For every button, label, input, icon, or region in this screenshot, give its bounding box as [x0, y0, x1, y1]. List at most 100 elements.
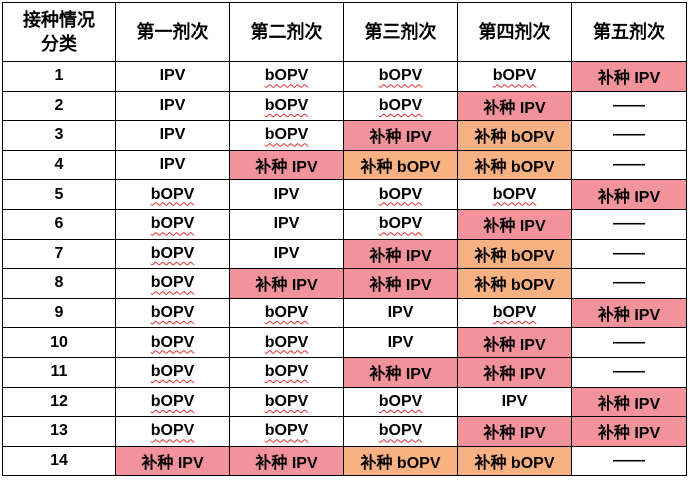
cell: bOPV [229, 356, 344, 388]
cell: —— [571, 356, 687, 388]
cell: IPV [229, 238, 344, 270]
cell: 补种 IPV [571, 416, 687, 447]
table-row: 14 补种 IPV 补种 IPV 补种 bOPV 补种 bOPV —— [2, 445, 687, 477]
cell: 补种 IPV [571, 61, 687, 92]
cell: bOPV [229, 327, 344, 358]
cell: 补种 IPV [343, 356, 458, 388]
table-row: 8 bOPV 补种 IPV 补种 IPV 补种 bOPV —— [2, 268, 687, 299]
cell: bOPV [229, 297, 344, 329]
cell: 补种 IPV [571, 297, 687, 329]
cell: 补种 IPV [229, 268, 344, 299]
cell: bOPV [115, 297, 230, 329]
cell: bOPV [343, 416, 458, 447]
header-cell: 第三剂次 [343, 2, 458, 62]
cell: 补种 IPV [457, 90, 572, 122]
cell: IPV [457, 386, 572, 418]
row-label: 10 [2, 327, 116, 358]
cell: bOPV [343, 386, 458, 418]
cell: 补种 IPV [457, 327, 572, 358]
cell: bOPV [115, 356, 230, 388]
cell: 补种 bOPV [457, 268, 572, 299]
table-header: 接种情况 分类 第一剂次 第二剂次 第三剂次 第四剂次 第五剂次 [2, 2, 687, 62]
cell: 补种 IPV [343, 120, 458, 151]
cell: bOPV [115, 238, 230, 270]
cell: IPV [115, 120, 230, 151]
header-cell: 第二剂次 [229, 2, 344, 62]
cell: —— [571, 90, 687, 122]
cell: 补种 IPV [115, 445, 230, 477]
cell: 补种 bOPV [457, 149, 572, 181]
table-row: 9 bOPV bOPV IPV bOPV 补种 IPV [2, 297, 687, 329]
table-row: 5 bOPV IPV bOPV bOPV 补种 IPV [2, 179, 687, 210]
cell: bOPV [343, 179, 458, 210]
cell: bOPV [229, 120, 344, 151]
cell: —— [571, 120, 687, 151]
table-row: 1 IPV bOPV bOPV bOPV 补种 IPV [2, 61, 687, 92]
header-cell: 第五剂次 [571, 2, 687, 62]
cell: bOPV [115, 208, 230, 240]
cell: 补种 IPV [229, 149, 344, 181]
table-row: 4 IPV 补种 IPV 补种 bOPV 补种 bOPV —— [2, 149, 687, 181]
cell: bOPV [115, 268, 230, 299]
cell: —— [571, 268, 687, 299]
cell: IPV [115, 90, 230, 122]
cell: 补种 IPV [457, 208, 572, 240]
cell: 补种 IPV [457, 356, 572, 388]
cell: —— [571, 327, 687, 358]
row-label: 2 [2, 90, 116, 122]
cell: IPV [343, 297, 458, 329]
cell: IPV [115, 149, 230, 181]
table-row: 10 bOPV bOPV IPV 补种 IPV —— [2, 327, 687, 358]
row-label: 12 [2, 386, 116, 418]
cell: —— [571, 238, 687, 270]
cell: bOPV [343, 208, 458, 240]
table-row: 13 bOPV bOPV bOPV 补种 IPV 补种 IPV [2, 416, 687, 447]
cell: bOPV [229, 416, 344, 447]
row-label: 3 [2, 120, 116, 151]
cell: bOPV [115, 179, 230, 210]
row-label: 14 [2, 445, 116, 477]
cell: bOPV [229, 386, 344, 418]
cell: bOPV [229, 61, 344, 92]
header-cell: 第一剂次 [115, 2, 230, 62]
header-row: 接种情况 分类 第一剂次 第二剂次 第三剂次 第四剂次 第五剂次 [2, 2, 687, 62]
row-label: 5 [2, 179, 116, 210]
cell: 补种 bOPV [457, 445, 572, 477]
cell: IPV [229, 179, 344, 210]
cell: bOPV [457, 61, 572, 92]
cell: —— [571, 149, 687, 181]
table-row: 7 bOPV IPV 补种 IPV 补种 bOPV —— [2, 238, 687, 270]
row-label: 6 [2, 208, 116, 240]
cell: 补种 bOPV [343, 149, 458, 181]
cell: bOPV [115, 416, 230, 447]
cell: 补种 IPV [457, 416, 572, 447]
cell: 补种 IPV [571, 179, 687, 210]
cell: bOPV [343, 61, 458, 92]
table-row: 11 bOPV bOPV 补种 IPV 补种 IPV —— [2, 356, 687, 388]
cell: bOPV [457, 179, 572, 210]
row-label: 9 [2, 297, 116, 329]
cell: bOPV [115, 327, 230, 358]
row-label: 7 [2, 238, 116, 270]
cell: 补种 IPV [571, 386, 687, 418]
cell: 补种 IPV [229, 445, 344, 477]
row-label: 4 [2, 149, 116, 181]
cell: bOPV [343, 90, 458, 122]
cell: 补种 IPV [343, 268, 458, 299]
cell: bOPV [457, 297, 572, 329]
header-cell: 接种情况 分类 [2, 2, 116, 62]
cell: —— [571, 445, 687, 477]
cell: IPV [115, 61, 230, 92]
table-row: 12 bOPV bOPV bOPV IPV 补种 IPV [2, 386, 687, 418]
cell: 补种 bOPV [457, 120, 572, 151]
table-body: 1 IPV bOPV bOPV bOPV 补种 IPV 2 IPV bOPV bOPV 补种 IP… [2, 61, 687, 477]
row-label: 11 [2, 356, 116, 388]
row-label: 1 [2, 61, 116, 92]
cell: 补种 IPV [343, 238, 458, 270]
row-label: 8 [2, 268, 116, 299]
cell: IPV [343, 327, 458, 358]
header-cell: 第四剂次 [457, 2, 572, 62]
